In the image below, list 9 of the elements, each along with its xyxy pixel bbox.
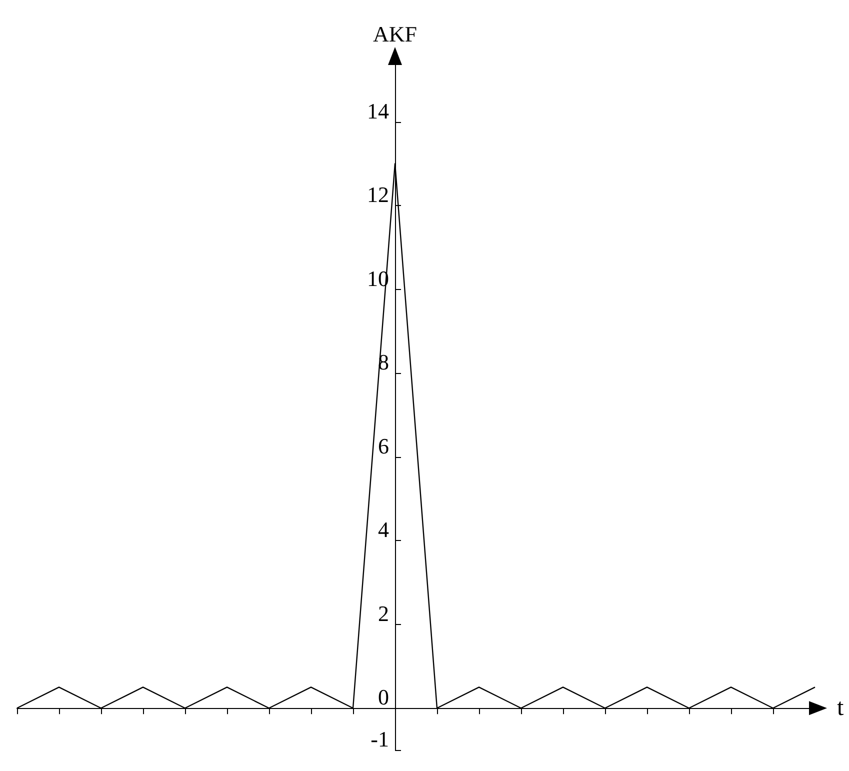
y-tick-label: 0 [378, 684, 389, 710]
y-tick-label: 2 [378, 600, 389, 626]
y-tick-label: 6 [378, 433, 389, 458]
y-tick-label: 14 [367, 98, 389, 124]
y-tick-label: -1 [370, 726, 389, 752]
y-axis-title: AKF [372, 22, 418, 46]
x-axis-title: t [837, 695, 844, 722]
y-tick-label: 12 [367, 182, 389, 208]
y-tick-label: 4 [378, 517, 389, 542]
